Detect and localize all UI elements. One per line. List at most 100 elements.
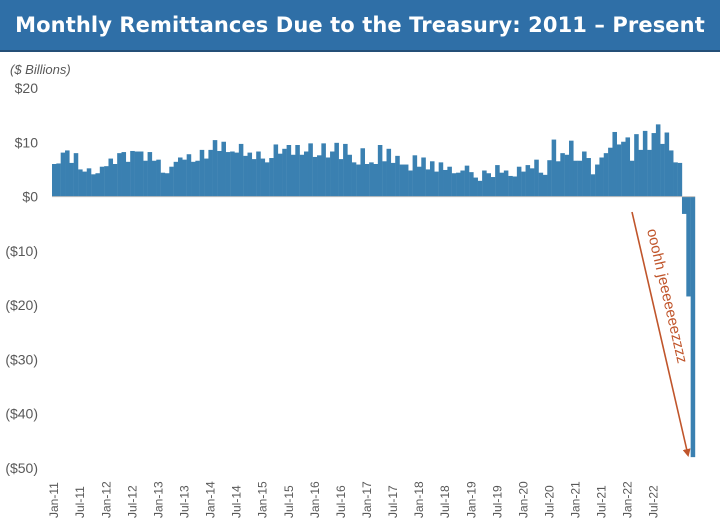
x-tick-label: Jul-20 (542, 485, 556, 518)
bar (590, 174, 596, 197)
bar (364, 164, 370, 197)
bar (664, 132, 670, 197)
x-tick-label: Jan-16 (308, 481, 322, 518)
x-tick-label: Jan-19 (464, 481, 478, 518)
bars-group (52, 124, 696, 458)
bar (464, 165, 470, 197)
bar (234, 152, 240, 197)
bar (660, 143, 665, 197)
bar (230, 151, 235, 197)
bar (212, 140, 218, 197)
bar (217, 150, 222, 197)
y-tick-label: $10 (15, 134, 39, 150)
y-tick-label: ($10) (5, 243, 38, 259)
x-tick-label: Jul-11 (73, 486, 87, 518)
bar (264, 162, 270, 197)
bar (204, 158, 209, 197)
bar (408, 170, 413, 197)
bar (52, 164, 57, 197)
bar (512, 176, 518, 197)
chart-title: Monthly Remittances Due to the Treasury:… (15, 13, 705, 37)
bar (625, 137, 631, 197)
bar (256, 151, 261, 197)
bar (95, 173, 100, 197)
bar (191, 161, 196, 197)
bar (421, 157, 426, 197)
bar (117, 153, 122, 197)
bar (382, 161, 387, 197)
bar (603, 153, 609, 197)
bar (434, 171, 439, 197)
x-tick-label: Jan-12 (99, 481, 113, 518)
x-tick-label: Jul-13 (178, 485, 192, 518)
bar (147, 152, 153, 197)
y-tick-label: $0 (22, 189, 38, 205)
bar (343, 143, 348, 197)
bar (634, 134, 639, 197)
bar (577, 160, 583, 197)
bar (156, 159, 161, 197)
bar (477, 180, 483, 197)
bar (277, 153, 283, 197)
x-tick-label: Jul-19 (490, 485, 504, 518)
bar (238, 143, 244, 197)
y-tick-label: $20 (15, 80, 39, 96)
bar (373, 164, 379, 197)
bar (403, 164, 409, 197)
bar (356, 164, 361, 197)
bar (164, 173, 170, 197)
bar (186, 154, 192, 197)
bar (655, 124, 661, 197)
bar (369, 162, 374, 197)
bar (269, 158, 274, 197)
bar (460, 170, 465, 197)
bar (642, 130, 648, 197)
bar (416, 166, 422, 197)
bar (429, 161, 435, 197)
bar (586, 158, 591, 197)
y-tick-label: ($30) (5, 351, 38, 367)
bar (395, 155, 400, 197)
bar (169, 166, 174, 197)
bar (338, 159, 344, 197)
bar (108, 158, 114, 197)
y-axis-ticks: $20 $10 $0 ($10) ($20) ($30) ($40) ($50) (5, 80, 38, 476)
bar (547, 160, 552, 197)
bar (182, 159, 187, 197)
bar (608, 147, 613, 197)
x-tick-label: Jan-21 (569, 481, 583, 518)
bar (686, 196, 691, 297)
bar (521, 171, 526, 197)
bar (121, 152, 127, 197)
x-tick-label: Jul-18 (438, 485, 452, 518)
bar (690, 196, 696, 458)
bar (208, 149, 213, 197)
x-tick-label: Jan-13 (151, 481, 165, 518)
bar (412, 155, 418, 197)
bar (351, 162, 357, 197)
bar (503, 170, 509, 197)
bar (612, 131, 617, 197)
bar (260, 158, 266, 197)
y-tick-label: ($40) (5, 406, 38, 422)
bar (469, 172, 474, 197)
bar (143, 160, 148, 197)
bar (286, 145, 292, 197)
bar (173, 161, 179, 197)
bar (560, 153, 565, 197)
bar (569, 140, 574, 197)
bar (438, 162, 444, 197)
bar (56, 163, 61, 197)
x-tick-label: Jan-20 (516, 481, 530, 518)
bar (473, 177, 478, 197)
bar (508, 175, 513, 197)
x-tick-label: Jan-22 (621, 481, 635, 518)
bar (243, 155, 248, 197)
bar (317, 155, 322, 197)
bar (486, 173, 491, 197)
y-tick-label: ($20) (5, 297, 38, 313)
bar (516, 166, 522, 197)
bar (130, 150, 135, 197)
bar (125, 161, 131, 197)
x-tick-label: Jan-17 (360, 481, 374, 518)
